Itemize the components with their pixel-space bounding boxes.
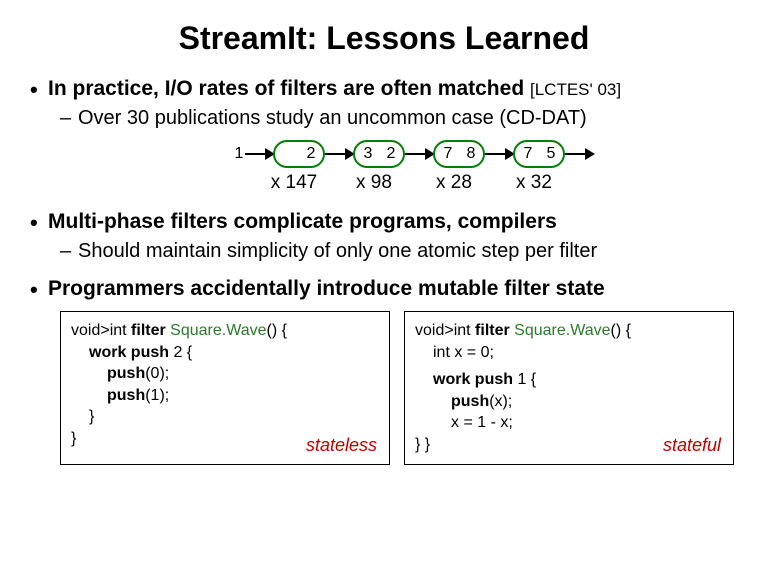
bullet-1-text: In practice, I/O rates of filters are of… — [48, 77, 524, 100]
cl-p0a: push — [107, 365, 145, 382]
node-1-l: 3 — [363, 145, 372, 163]
cr-sigpre: void>int — [415, 322, 475, 339]
node-2: 7 8 — [433, 140, 485, 168]
label-stateless: stateless — [306, 433, 377, 457]
cl-sigpost: () { — [267, 322, 287, 339]
node-2-r: 8 — [467, 145, 476, 163]
mult-0: x 147 — [254, 172, 334, 194]
cl-work: work push — [89, 344, 173, 361]
arrow-3 — [485, 153, 513, 156]
cr-fn: Square.Wave — [514, 322, 610, 339]
pipeline-first-in: 1 — [235, 145, 244, 163]
cr-p0b: (x); — [489, 393, 512, 410]
mult-2: x 28 — [414, 172, 494, 194]
arrow-1 — [325, 153, 353, 156]
cl-sigpre: void>int — [71, 322, 131, 339]
cr-work: work push — [433, 371, 517, 388]
bullet-1-cite: [LCTES' 03] — [530, 80, 621, 99]
cl-p1b: (1); — [145, 387, 169, 404]
arrow-4 — [565, 153, 593, 156]
node-0-r: 2 — [307, 145, 316, 163]
multiplier-row: x 147 x 98 x 28 x 32 — [90, 172, 738, 194]
node-2-l: 7 — [443, 145, 452, 163]
pipeline-row: 1 2 3 2 7 8 7 5 — [235, 140, 594, 168]
code-right: void>int filter Square.Wave() { int x = … — [404, 311, 734, 465]
cr-p0a: push — [451, 393, 489, 410]
bullet-2-sub: Should maintain simplicity of only one a… — [30, 240, 738, 263]
bullet-3: Programmers accidentally introduce mutab… — [30, 277, 738, 301]
node-0: 2 — [273, 140, 325, 168]
cr-decl: int x = 0; — [415, 342, 723, 364]
mult-3: x 32 — [494, 172, 574, 194]
cr-assign: x = 1 - x; — [415, 412, 723, 434]
node-3: 7 5 — [513, 140, 565, 168]
cr-workpost: { — [526, 371, 536, 388]
node-1: 3 2 — [353, 140, 405, 168]
cl-filter-kw: filter — [131, 322, 166, 339]
cl-workpost: { — [182, 344, 192, 361]
arrow-0 — [245, 153, 273, 156]
arrow-2 — [405, 153, 433, 156]
cl-close1: } — [71, 406, 379, 428]
pipeline-diagram: 1 2 3 2 7 8 7 5 — [90, 140, 738, 168]
code-row: void>int filter Square.Wave() { work pus… — [30, 311, 738, 465]
cl-p1a: push — [107, 387, 145, 404]
bullet-2: Multi-phase filters complicate programs,… — [30, 210, 738, 234]
bullet-1: In practice, I/O rates of filters are of… — [30, 77, 738, 101]
slide-title: StreamIt: Lessons Learned — [30, 20, 738, 57]
node-3-r: 5 — [547, 145, 556, 163]
cl-fn: Square.Wave — [170, 322, 266, 339]
code-left: void>int filter Square.Wave() { work pus… — [60, 311, 390, 465]
node-3-l: 7 — [523, 145, 532, 163]
cl-p0b: (0); — [145, 365, 169, 382]
bullet-1-sub: Over 30 publications study an uncommon c… — [30, 107, 738, 130]
cr-filter-kw: filter — [475, 322, 510, 339]
node-1-r: 2 — [387, 145, 396, 163]
label-stateful: stateful — [663, 433, 721, 457]
mult-1: x 98 — [334, 172, 414, 194]
cr-sigpost: () { — [611, 322, 631, 339]
